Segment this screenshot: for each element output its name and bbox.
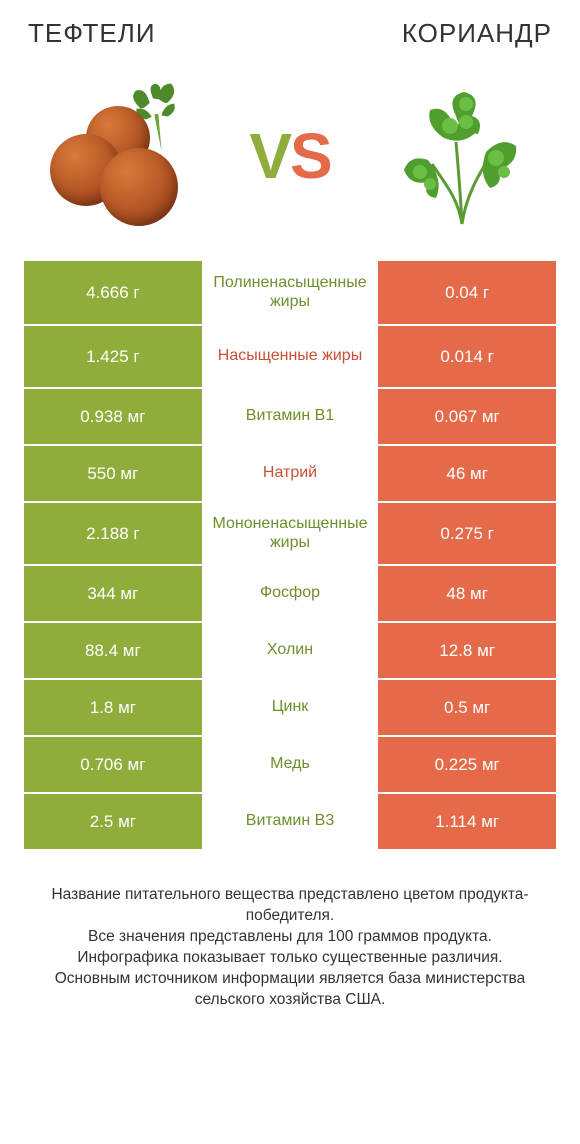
nutrient-row: 0.706 мгМедь0.225 мг [24,735,556,792]
nutrient-label: Фосфор [202,566,379,621]
nutrient-table: 4.666 гПолиненасыщенные жиры0.04 г1.425 … [24,261,556,849]
nutrient-row: 344 мгФосфор48 мг [24,564,556,621]
nutrient-row: 2.188 гМононенасыщенные жиры0.275 г [24,501,556,564]
vs-label: VS [249,119,330,193]
nutrient-label: Медь [202,737,379,792]
vs-s: S [290,120,331,192]
nutrient-label: Витамин B3 [202,794,379,849]
right-product-title: КОРИАНДР [402,18,552,49]
right-value: 0.5 мг [378,680,556,735]
nutrient-label: Холин [202,623,379,678]
left-value: 4.666 г [24,261,202,324]
hero-row: VS [24,59,556,261]
meatballs-icon [44,86,194,226]
left-value: 2.5 мг [24,794,202,849]
nutrient-label: Полиненасыщенные жиры [202,261,379,324]
right-value: 48 мг [378,566,556,621]
header: ТЕФТЕЛИ КОРИАНДР [24,18,556,59]
footer-line: Все значения представлены для 100 граммо… [32,927,548,948]
coriander-icon [386,86,536,226]
nutrient-row: 88.4 мгХолин12.8 мг [24,621,556,678]
right-value: 1.114 мг [378,794,556,849]
nutrient-label: Цинк [202,680,379,735]
left-product-image [34,81,204,231]
right-value: 46 мг [378,446,556,501]
footer-note: Название питательного вещества представл… [24,849,556,1011]
left-value: 1.425 г [24,326,202,387]
footer-line: Инфографика показывает только существенн… [32,948,548,969]
nutrient-label: Мононенасыщенные жиры [202,503,379,564]
nutrient-label: Витамин B1 [202,389,379,444]
vs-v: V [249,120,290,192]
left-product-title: ТЕФТЕЛИ [28,18,156,49]
right-value: 0.04 г [378,261,556,324]
footer-line: Название питательного вещества представл… [32,885,548,927]
comparison-infographic: ТЕФТЕЛИ КОРИАНДР [0,0,580,1144]
nutrient-label: Натрий [202,446,379,501]
left-value: 88.4 мг [24,623,202,678]
right-value: 0.225 мг [378,737,556,792]
left-value: 2.188 г [24,503,202,564]
footer-line: Основным источником информации является … [32,969,548,1011]
nutrient-row: 0.938 мгВитамин B10.067 мг [24,387,556,444]
nutrient-row: 1.8 мгЦинк0.5 мг [24,678,556,735]
right-value: 0.067 мг [378,389,556,444]
nutrient-row: 2.5 мгВитамин B31.114 мг [24,792,556,849]
left-value: 1.8 мг [24,680,202,735]
right-value: 12.8 мг [378,623,556,678]
left-value: 0.938 мг [24,389,202,444]
nutrient-row: 4.666 гПолиненасыщенные жиры0.04 г [24,261,556,324]
right-value: 0.014 г [378,326,556,387]
left-value: 550 мг [24,446,202,501]
right-product-image [376,81,546,231]
right-value: 0.275 г [378,503,556,564]
nutrient-row: 1.425 гНасыщенные жиры0.014 г [24,324,556,387]
left-value: 0.706 мг [24,737,202,792]
nutrient-row: 550 мгНатрий46 мг [24,444,556,501]
left-value: 344 мг [24,566,202,621]
nutrient-label: Насыщенные жиры [202,326,379,387]
